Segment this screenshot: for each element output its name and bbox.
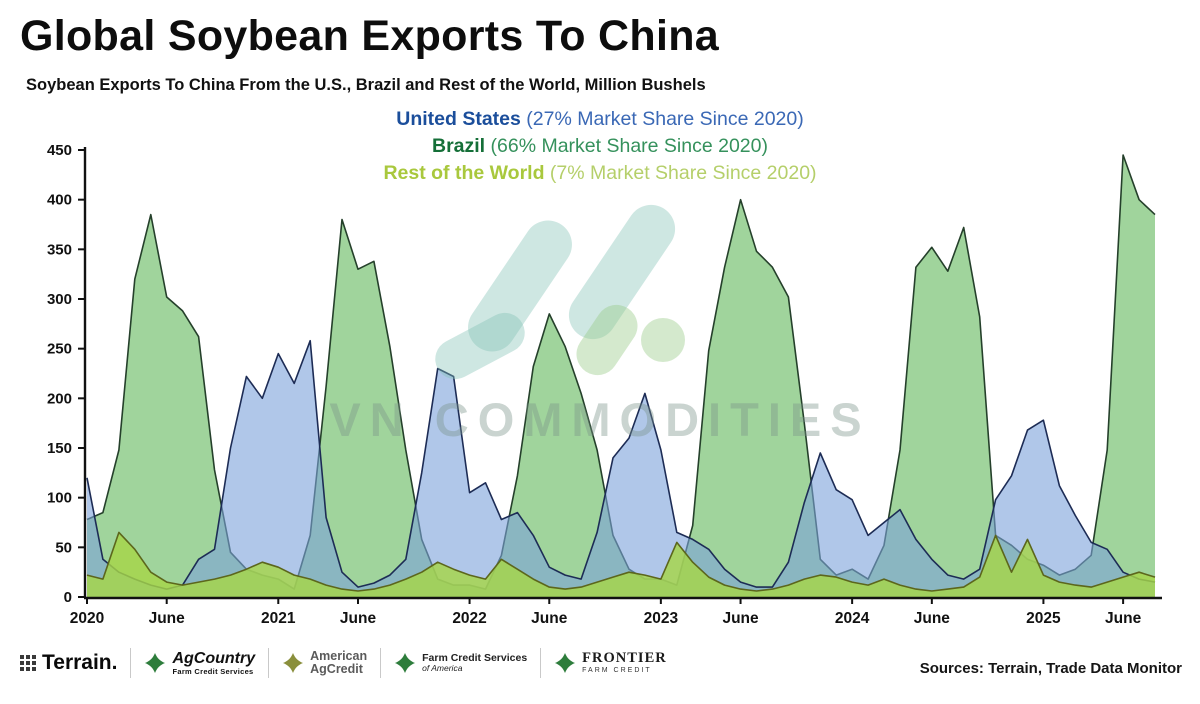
footer: Terrain. AgCountry Farm Credit Services [0, 640, 1200, 704]
legend-label: Brazil [431, 135, 486, 157]
y-tick-label: 200 [47, 390, 72, 407]
page-subtitle: Soybean Exports To China From the U.S., … [26, 76, 706, 94]
sources-text: Sources: Terrain, Trade Data Monitor [919, 660, 1182, 677]
area-us [87, 340, 1155, 597]
legend-label: Rest of the World [383, 162, 545, 184]
american-agcredit-leaf-icon [283, 653, 304, 673]
legend-item-brazil: Brazil (66% Market Share Since 2020) [0, 133, 1200, 160]
chart-legend: United States (27% Market Share Since 20… [0, 106, 1200, 187]
agcountry-wordmark: AgCountry [172, 650, 256, 668]
page-title: Global Soybean Exports To China [20, 12, 719, 60]
fcs-america-logo: Farm Credit Services of America [394, 652, 527, 674]
x-tick-label: June [149, 610, 186, 627]
american-agcredit-logo: American AgCredit [282, 648, 368, 677]
fcs-america-wordmark-line2: of America [422, 663, 463, 674]
x-tick-label: June [340, 610, 377, 627]
legend-share-text: (27% Market Share Since 2020) [526, 108, 804, 130]
logo-divider [130, 648, 132, 678]
legend-item-rest-of-world: Rest of the World (7% Market Share Since… [0, 160, 1200, 187]
fcs-america-leaf-icon [395, 653, 416, 673]
partner-logo-row: Terrain. AgCountry Farm Credit Services [20, 648, 667, 678]
x-tick-label: June [914, 610, 951, 627]
terrain-grid-icon [20, 655, 36, 671]
x-tick-label: June [722, 610, 759, 627]
line-us [86, 339, 1156, 590]
x-tick-label: 2022 [452, 610, 486, 627]
logo-divider [380, 648, 382, 678]
frontier-leaf-icon [555, 652, 576, 673]
x-tick-label: 2021 [261, 610, 296, 627]
legend-share-text: (66% Market Share Since 2020) [490, 135, 768, 157]
terrain-logo: Terrain. [20, 651, 117, 675]
fcs-america-wordmark-line1: Farm Credit Services [422, 651, 528, 664]
frontier-wordmark-line1: FRONTIER [582, 650, 667, 667]
y-tick-label: 350 [47, 241, 72, 258]
terrain-wordmark: Terrain. [42, 651, 118, 674]
x-tick-label: 2020 [70, 610, 104, 627]
frontier-wordmark-line2: FARM CREDIT [582, 667, 652, 675]
x-tick-label: June [1105, 610, 1142, 627]
legend-label: United States [396, 108, 521, 130]
y-tick-label: 450 [47, 142, 72, 159]
legend-share-text: (7% Market Share Since 2020) [549, 162, 817, 184]
y-tick-label: 50 [55, 539, 72, 556]
y-tick-label: 100 [47, 490, 72, 507]
y-tick-label: 250 [47, 341, 72, 358]
agcountry-logo: AgCountry Farm Credit Services [144, 650, 255, 675]
y-tick-label: 0 [64, 589, 72, 606]
american-agcredit-wordmark-line2: AgCredit [310, 662, 363, 676]
agcountry-leaf-icon [145, 652, 166, 673]
logo-divider [540, 648, 542, 678]
frontier-logo: FRONTIER FARM CREDIT [554, 651, 667, 674]
y-tick-label: 300 [47, 291, 72, 308]
x-tick-label: 2024 [835, 610, 870, 627]
logo-divider [268, 648, 270, 678]
agcountry-subtext: Farm Credit Services [172, 666, 254, 676]
x-tick-label: 2023 [644, 610, 679, 627]
american-agcredit-wordmark-line1: American [310, 648, 368, 663]
x-tick-label: June [531, 610, 568, 627]
area-brazil [87, 155, 1155, 597]
line-row [86, 531, 1156, 592]
y-tick-label: 400 [47, 192, 72, 209]
x-tick-label: 2025 [1026, 610, 1061, 627]
legend-item-united-states: United States (27% Market Share Since 20… [0, 106, 1200, 133]
y-tick-label: 150 [47, 440, 72, 457]
